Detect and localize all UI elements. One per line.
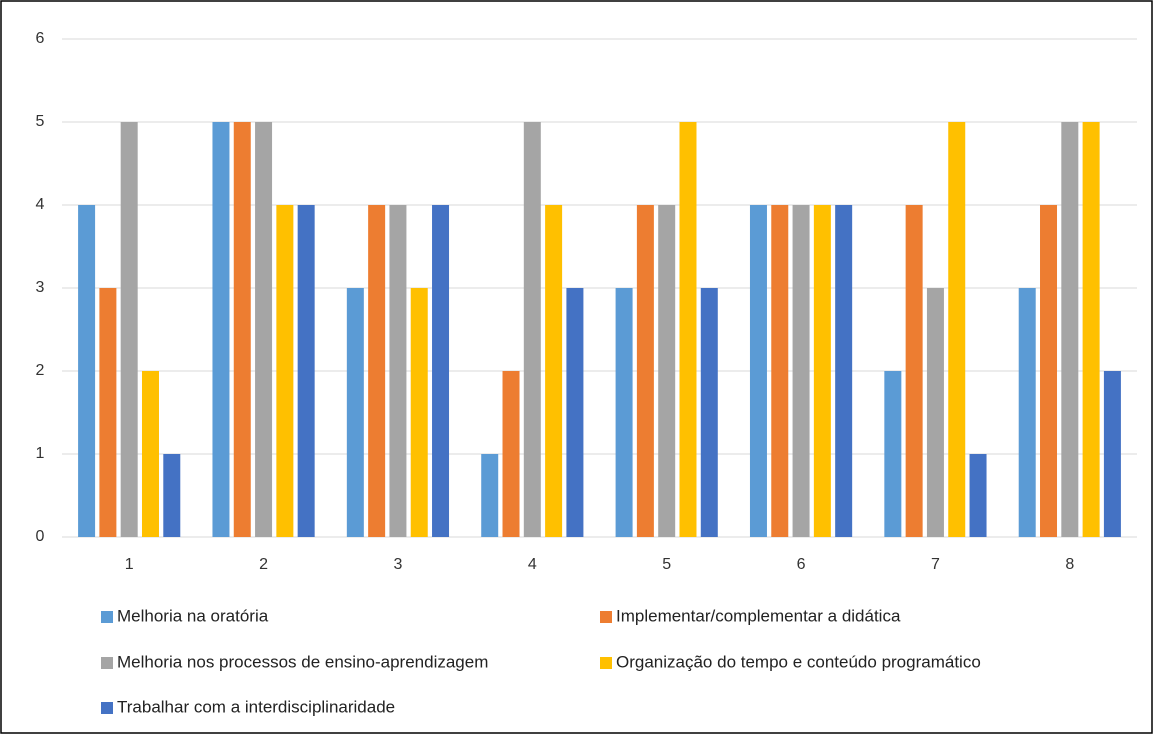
bar	[1040, 205, 1058, 537]
legend-label: Implementar/complementar a didática	[616, 606, 901, 625]
x-tick-label: 6	[797, 556, 806, 573]
legend-swatch	[101, 611, 113, 623]
bar	[233, 122, 251, 537]
bar	[389, 205, 407, 537]
bar	[636, 205, 654, 537]
bar	[1082, 122, 1100, 537]
bar	[700, 288, 718, 537]
bar	[346, 288, 364, 537]
bar	[771, 205, 789, 537]
bar	[905, 205, 923, 537]
bar	[78, 205, 96, 537]
x-tick-label: 7	[931, 556, 940, 573]
legend-swatch	[101, 702, 113, 714]
bar	[1103, 371, 1121, 537]
bar	[99, 288, 117, 537]
bar	[297, 205, 315, 537]
x-tick-label: 5	[662, 556, 671, 573]
y-tick-label: 5	[36, 113, 45, 130]
x-tick-label: 4	[528, 556, 537, 573]
bar	[1018, 288, 1036, 537]
x-tick-label: 1	[125, 556, 134, 573]
bar	[481, 454, 499, 537]
bar	[835, 205, 853, 537]
bar	[884, 371, 902, 537]
legend-swatch	[600, 611, 612, 623]
bar	[410, 288, 428, 537]
bar	[545, 205, 563, 537]
bar	[948, 122, 966, 537]
bar	[658, 205, 676, 537]
x-tick-label: 8	[1065, 556, 1074, 573]
bar	[615, 288, 633, 537]
bar	[276, 205, 294, 537]
bar	[502, 371, 520, 537]
y-tick-label: 6	[36, 30, 45, 47]
bar	[792, 205, 810, 537]
bar	[141, 371, 159, 537]
bar	[432, 205, 450, 537]
legend-swatch	[101, 657, 113, 669]
y-tick-label: 1	[36, 445, 45, 462]
bar	[255, 122, 273, 537]
bar	[969, 454, 987, 537]
bar	[212, 122, 230, 537]
bar	[523, 122, 541, 537]
bar	[749, 205, 767, 537]
bar	[679, 122, 697, 537]
bar	[566, 288, 584, 537]
legend-label: Trabalhar com a interdisciplinaridade	[117, 697, 395, 716]
legend-swatch	[600, 657, 612, 669]
bar	[813, 205, 831, 537]
bar	[120, 122, 138, 537]
y-tick-label: 3	[36, 279, 45, 296]
bar	[163, 454, 181, 537]
legend-label: Melhoria nos processos de ensino-aprendi…	[117, 652, 488, 671]
y-tick-label: 2	[36, 362, 45, 379]
y-tick-label: 4	[36, 196, 45, 213]
legend-label: Melhoria na oratória	[117, 606, 269, 625]
y-tick-label: 0	[36, 528, 45, 545]
legend-label: Organização do tempo e conteúdo programá…	[616, 652, 981, 671]
x-tick-label: 2	[259, 556, 268, 573]
bar	[926, 288, 944, 537]
bar	[368, 205, 386, 537]
x-tick-label: 3	[393, 556, 402, 573]
bar	[1061, 122, 1079, 537]
